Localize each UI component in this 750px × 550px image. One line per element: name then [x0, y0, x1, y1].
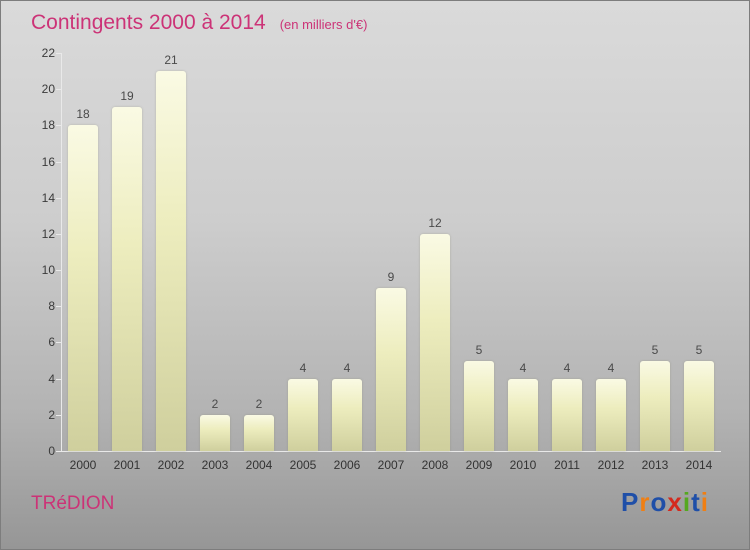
y-tick-mark — [56, 451, 61, 452]
bar-value-label: 2 — [211, 397, 219, 411]
bar-value-label: 5 — [475, 343, 483, 357]
bar-value-label: 5 — [651, 343, 659, 357]
bar — [464, 361, 494, 451]
y-tick-mark — [56, 378, 61, 380]
y-tick-mark — [56, 270, 61, 272]
bar — [200, 415, 230, 451]
bar-value-label: 4 — [343, 361, 351, 375]
y-tick-label: 8 — [48, 299, 55, 314]
y-tick-mark — [56, 414, 61, 416]
bar-value-label: 4 — [299, 361, 307, 375]
bar-value-label: 9 — [387, 270, 395, 284]
y-tick-label: 20 — [41, 82, 55, 97]
x-tick-label: 2013 — [641, 458, 669, 472]
bar-value-label: 12 — [428, 216, 442, 230]
bar — [552, 379, 582, 451]
bar — [596, 379, 626, 451]
x-tick-label: 2007 — [377, 458, 405, 472]
x-tick-label: 2004 — [245, 458, 273, 472]
bar-value-label: 4 — [563, 361, 571, 375]
y-tick-label: 10 — [41, 263, 55, 278]
logo-letter: x — [667, 487, 683, 517]
x-tick-label: 2009 — [465, 458, 493, 472]
bar — [332, 379, 362, 451]
y-tick-label: 12 — [41, 226, 55, 241]
bar-value-label: 19 — [120, 89, 134, 103]
x-tick-label: 2011 — [554, 458, 580, 472]
proxiti-logo: Proxiti — [621, 487, 709, 518]
bar-value-label: 2 — [255, 397, 263, 411]
place-label: TRéDION — [31, 493, 115, 514]
chart-subtitle: (en milliers d'€) — [279, 17, 368, 32]
y-tick-mark — [56, 53, 61, 54]
logo-letter: t — [691, 487, 701, 517]
x-tick-label: 2014 — [685, 458, 713, 472]
chart-header: Contingents 2000 à 2014 (en milliers d'€) — [31, 11, 367, 35]
bar — [508, 379, 538, 451]
y-tick-mark — [56, 233, 61, 235]
y-tick-label: 18 — [41, 118, 55, 133]
bar-value-label: 4 — [607, 361, 615, 375]
bar — [684, 361, 714, 451]
bar — [244, 415, 274, 451]
y-tick-mark — [56, 342, 61, 344]
y-tick-mark — [56, 125, 61, 127]
bar — [376, 288, 406, 451]
bar — [640, 361, 670, 451]
x-axis-line — [61, 451, 721, 452]
y-tick-label: 14 — [41, 190, 55, 205]
bar — [68, 125, 98, 451]
logo-letter: o — [650, 487, 668, 517]
logo-letter: r — [639, 487, 651, 517]
bar — [112, 107, 142, 451]
y-tick-label: 22 — [41, 46, 55, 60]
x-tick-label: 2003 — [201, 458, 229, 472]
bar — [156, 71, 186, 451]
y-tick-label: 0 — [48, 444, 55, 458]
y-axis-line — [61, 53, 62, 451]
logo-letter: i — [700, 487, 709, 517]
bar-value-label: 18 — [76, 107, 90, 121]
bar-value-label: 4 — [519, 361, 527, 375]
y-tick-label: 4 — [48, 371, 55, 386]
y-tick-mark — [56, 306, 61, 308]
y-tick-mark — [56, 161, 61, 163]
y-tick-mark — [56, 197, 61, 199]
logo-letter: i — [682, 487, 692, 517]
bar — [420, 234, 450, 451]
x-tick-label: 2005 — [289, 458, 317, 472]
x-tick-label: 2006 — [333, 458, 361, 472]
bar-value-label: 21 — [164, 53, 178, 67]
logo-letter: P — [621, 487, 640, 517]
chart-title: Contingents 2000 à 2014 — [31, 11, 266, 34]
y-tick-label: 2 — [48, 407, 55, 422]
y-tick-label: 6 — [48, 335, 55, 350]
x-tick-label: 2000 — [69, 458, 97, 472]
y-tick-mark — [56, 89, 61, 91]
bar — [288, 379, 318, 451]
bar-value-label: 5 — [695, 343, 703, 357]
y-tick-label: 16 — [41, 154, 55, 169]
x-tick-label: 2012 — [597, 458, 625, 472]
x-tick-label: 2002 — [157, 458, 185, 472]
x-tick-label: 2008 — [421, 458, 449, 472]
x-tick-label: 2001 — [113, 458, 141, 472]
x-tick-label: 2010 — [509, 458, 537, 472]
